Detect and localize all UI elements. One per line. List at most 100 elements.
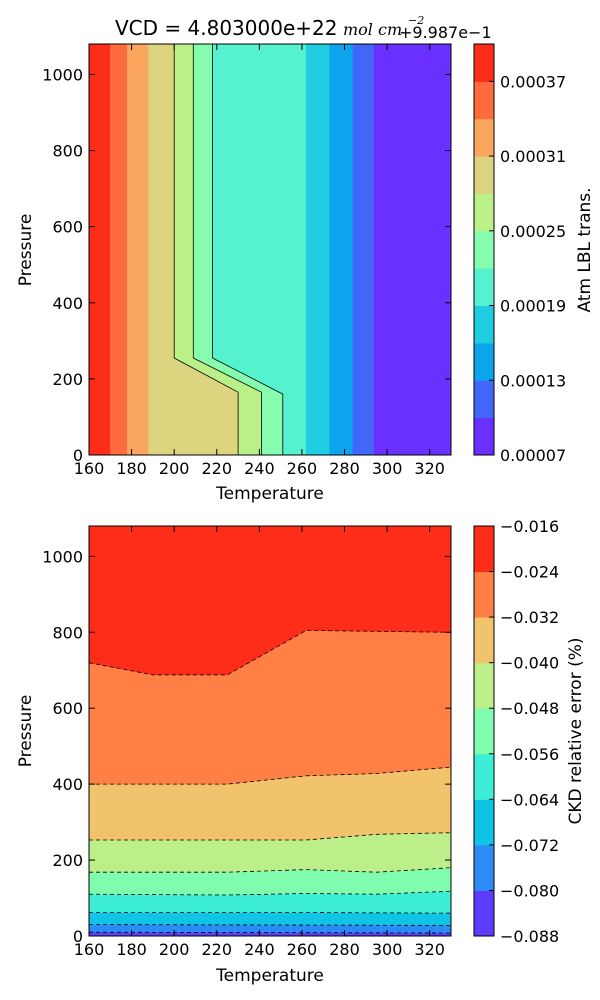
colorbar-segment <box>474 417 494 456</box>
colorbar-frame <box>473 43 495 456</box>
x-tick-label: 260 <box>287 940 318 959</box>
colorbar-segment <box>474 799 494 846</box>
colorbar-tick-label: 0.00019 <box>500 297 566 316</box>
colorbar-segment <box>474 305 494 344</box>
contour-line-2 <box>89 832 451 841</box>
y-tick-label: 600 <box>52 218 83 237</box>
y-tick-label: 800 <box>52 142 83 161</box>
colorbar-segment <box>474 708 494 755</box>
contour-line-0 <box>89 608 451 676</box>
x-tick-label: 280 <box>329 940 360 959</box>
colorbar-segment <box>474 526 494 573</box>
x-tick-label: 220 <box>201 940 232 959</box>
x-tick-label: 180 <box>116 940 147 959</box>
colorbar-tick-label: 0.00007 <box>500 446 566 465</box>
title-unit-exponent: −2 <box>408 14 424 27</box>
bottom-x-axis-label: Temperature <box>215 966 324 986</box>
bottom-y-axis-label: Pressure <box>16 695 36 768</box>
bottom-y-ticks: 0 200 400 600 800 1000 <box>42 547 451 946</box>
bottom-colorbar: −0.016 −0.024 −0.032 −0.040 −0.048 −0.056 −0.0… <box>473 517 559 946</box>
x-tick-label: 320 <box>414 459 445 478</box>
y-tick-label: 400 <box>52 294 83 313</box>
contour-line-3 <box>89 867 451 873</box>
colorbar-segment <box>474 342 494 381</box>
top-colorbar-label: Atm LBL trans. <box>575 187 595 312</box>
top-x-axis-label: Temperature <box>215 484 324 504</box>
y-tick-label: 200 <box>52 851 83 870</box>
top-y-ticks: 0 200 400 600 800 1000 <box>42 65 451 465</box>
y-tick-label: 1000 <box>42 547 83 566</box>
colorbar-segment <box>474 81 494 120</box>
x-tick-label: 160 <box>74 940 105 959</box>
colorbar-tick-label: 0.00037 <box>500 72 566 91</box>
x-tick-label: 320 <box>414 940 445 959</box>
colorbar-segment <box>474 844 494 891</box>
top-colorbar: 0.00007 0.00013 0.00019 0.00025 0.00031 0.000… <box>473 43 566 465</box>
contour-line-6 <box>89 924 451 926</box>
y-tick-label: 1000 <box>42 65 83 84</box>
colorbar-frame <box>473 525 495 937</box>
top-axes-frame <box>88 43 452 456</box>
contour-band-8 <box>329 44 354 455</box>
x-tick-label: 300 <box>372 940 403 959</box>
y-tick-label: 0 <box>73 446 83 465</box>
top-filled-bands <box>89 44 451 455</box>
x-tick-label: 220 <box>201 459 232 478</box>
colorbar-tick-label: 0.00013 <box>500 371 566 390</box>
colorbar-tick-label: −0.072 <box>500 836 559 855</box>
contour-band-2 <box>127 44 149 455</box>
y-tick-label: 0 <box>73 927 83 946</box>
colorbar-segment <box>474 380 494 419</box>
title-vcd: VCD = 4.803000e+22 <box>115 16 337 40</box>
bottom-filled-bands <box>89 526 451 936</box>
title-unit: mol cm <box>343 20 402 39</box>
contour-line-0 <box>89 44 239 455</box>
contour-line-4 <box>89 890 451 896</box>
colorbar-tick-label: −0.064 <box>500 790 559 809</box>
colorbar-tick-label: −0.024 <box>500 563 559 582</box>
x-tick-label: 260 <box>287 459 318 478</box>
x-tick-label: 240 <box>244 940 275 959</box>
top-x-ticks: 160 180 200 220 240 260 280 300 320 <box>74 44 445 478</box>
x-tick-label: 300 <box>372 459 403 478</box>
colorbar-tick-label: 0.00031 <box>500 147 566 166</box>
colorbar-segment <box>474 617 494 664</box>
y-tick-label: 800 <box>52 623 83 642</box>
bottom-contour-lines <box>89 608 451 934</box>
contour-line-5 <box>89 912 451 914</box>
colorbar-tick-label: −0.088 <box>500 927 559 946</box>
y-tick-label: 600 <box>52 699 83 718</box>
colorbar-tick-label: −0.056 <box>500 745 559 764</box>
x-tick-label: 240 <box>244 459 275 478</box>
colorbar-segment <box>474 268 494 307</box>
contour-band-1 <box>110 44 128 455</box>
contour-band-7 <box>89 526 451 676</box>
contour-band-9 <box>352 44 375 455</box>
contour-band-10 <box>373 44 451 455</box>
x-tick-label: 200 <box>159 459 190 478</box>
figure-title: VCD = 4.803000e+22 mol cm −2 +9.987e−1 <box>115 14 492 42</box>
contour-line-1 <box>89 766 451 785</box>
colorbar-segment <box>474 662 494 709</box>
contour-line-7 <box>89 931 451 934</box>
top-y-axis-label: Pressure <box>16 214 36 287</box>
top-contour-lines <box>89 44 284 455</box>
x-tick-label: 200 <box>159 940 190 959</box>
contour-band-7 <box>305 44 330 455</box>
x-tick-label: 160 <box>74 459 105 478</box>
x-tick-label: 280 <box>329 459 360 478</box>
y-tick-label: 400 <box>52 775 83 794</box>
contour-band-0 <box>89 44 111 455</box>
bottom-colorbar-label: CKD relative error (%) <box>566 637 586 824</box>
contour-line-1 <box>192 44 262 455</box>
colorbar-segment <box>474 753 494 800</box>
colorbar-segment <box>474 44 494 82</box>
colorbar-segment <box>474 118 494 157</box>
x-tick-label: 180 <box>116 459 147 478</box>
bottom-contour-plot: 160 180 200 220 240 260 280 300 320 0 200 400 600 80… <box>16 517 586 986</box>
colorbar-segment <box>474 230 494 269</box>
colorbar-segment <box>474 571 494 618</box>
y-tick-label: 200 <box>52 370 83 389</box>
colorbar-tick-label: −0.016 <box>500 517 559 536</box>
